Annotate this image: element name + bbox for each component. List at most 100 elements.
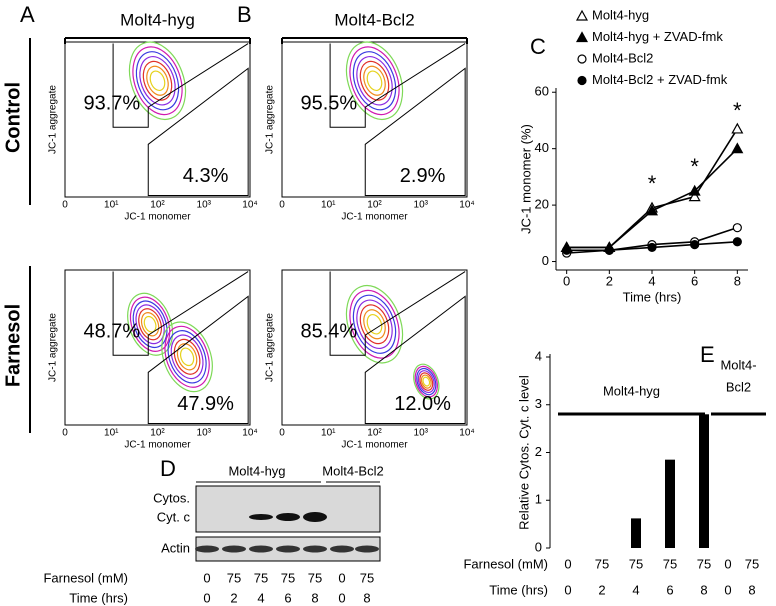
blot-label: Cytos. [153,490,190,505]
contour [129,296,171,352]
legend-label: Molt4-Bcl2 [592,50,653,65]
row-label: Time (hrs) [69,590,128,605]
x-tick-label: 4 [648,273,655,288]
contour [179,347,195,367]
point [604,245,614,255]
percent: 47.9% [177,393,234,415]
y-axis-label: JC-1 aggregate [265,313,276,382]
lane-value: 8 [311,590,318,605]
x-tick-label: 2 [606,273,613,288]
percent: 93.7% [84,92,141,114]
point [731,122,744,134]
panel-label: D [160,456,176,481]
blot-label: Cyt. c [157,509,191,524]
x-tick-label: 75 [629,556,643,571]
x-tick-label: 10² [367,428,382,439]
gate [329,43,466,128]
blot-label: Actin [161,540,190,555]
contour [356,55,393,106]
x-tick-label: 10³ [197,200,212,211]
y-tick-label: 1 [535,492,542,507]
panel-title: Molt4-hyg [120,10,195,29]
x-tick-label: 10³ [414,428,429,439]
x-tick-label: 10⁴ [242,428,257,439]
panel-label: E [700,342,715,367]
y-tick-label: 4 [535,348,542,363]
y-tick-label: 40 [535,140,549,155]
contour [170,334,204,380]
gate [364,295,466,424]
contour [352,51,397,111]
bar [665,459,675,548]
percent: 2.9% [400,165,446,187]
row-label: Control [2,82,24,153]
y-axis-label: Relative Cytos. Cyt. c level [516,375,531,530]
x-axis-label: Time (hrs) [623,289,682,304]
contour [363,65,386,96]
group-label: Molt4- [720,357,756,372]
contour [173,338,201,375]
legend-marker [577,75,587,86]
gate [147,67,249,196]
x-tick-label: 75 [663,556,677,571]
legend-marker [575,9,589,21]
gate [112,43,249,128]
gate [112,271,249,356]
x-axis-label: JC-1 monomer [124,440,191,451]
panel-label: C [530,34,546,59]
y-axis-label: JC-1 aggregate [48,85,59,154]
contour [139,55,176,106]
contour [359,304,390,345]
contour [366,70,383,92]
x-tick-label: 10¹ [321,200,336,211]
y-axis-label: JC-1 monomer (%) [518,124,533,234]
x-axis-label: JC-1 monomer [341,440,408,451]
contour [149,70,166,92]
annotation: * [648,171,657,196]
x-tick-label: 10⁴ [242,200,257,211]
contour [356,299,393,350]
row-label: Time (hrs) [489,582,548,597]
band [276,545,300,553]
y-axis-label: JC-1 aggregate [265,85,276,154]
point [690,240,700,250]
x-tick-label: 75 [595,556,609,571]
legend-label: Molt4-hyg [592,7,649,22]
x-tick-label: 0 [724,582,731,597]
lane-value: 0 [338,590,345,605]
x-tick-label: 10³ [197,428,212,439]
y-tick-label: 20 [535,197,549,212]
percent: 4.3% [183,165,229,187]
x-tick-label: 0 [62,428,68,439]
contour [413,363,440,400]
group-label: Bcl2 [726,379,751,394]
lane-value: 75 [281,570,295,585]
annotation: * [733,98,742,123]
percent: 12.0% [394,393,451,415]
contour [138,308,163,341]
x-tick-label: 0 [724,556,731,571]
legend-marker [577,54,587,64]
flow-frame [64,269,251,426]
lane-value: 2 [230,590,237,605]
x-tick-label: 0 [279,200,285,211]
bar [631,518,641,548]
band [355,545,379,553]
contour [416,367,437,396]
lane-value: 8 [363,590,370,605]
row-label: Farnesol (mM) [463,556,548,571]
point [731,142,744,154]
x-tick-label: 10³ [414,200,429,211]
contour [135,51,180,111]
y-tick-label: 3 [535,396,542,411]
percent: 48.7% [84,320,141,342]
x-tick-label: 0 [62,200,68,211]
contour [419,372,434,391]
x-tick-label: 10¹ [104,428,119,439]
contour [142,60,173,101]
flow-frame [281,269,468,426]
band [276,513,300,521]
annotation: * [690,154,699,179]
point [732,237,742,247]
